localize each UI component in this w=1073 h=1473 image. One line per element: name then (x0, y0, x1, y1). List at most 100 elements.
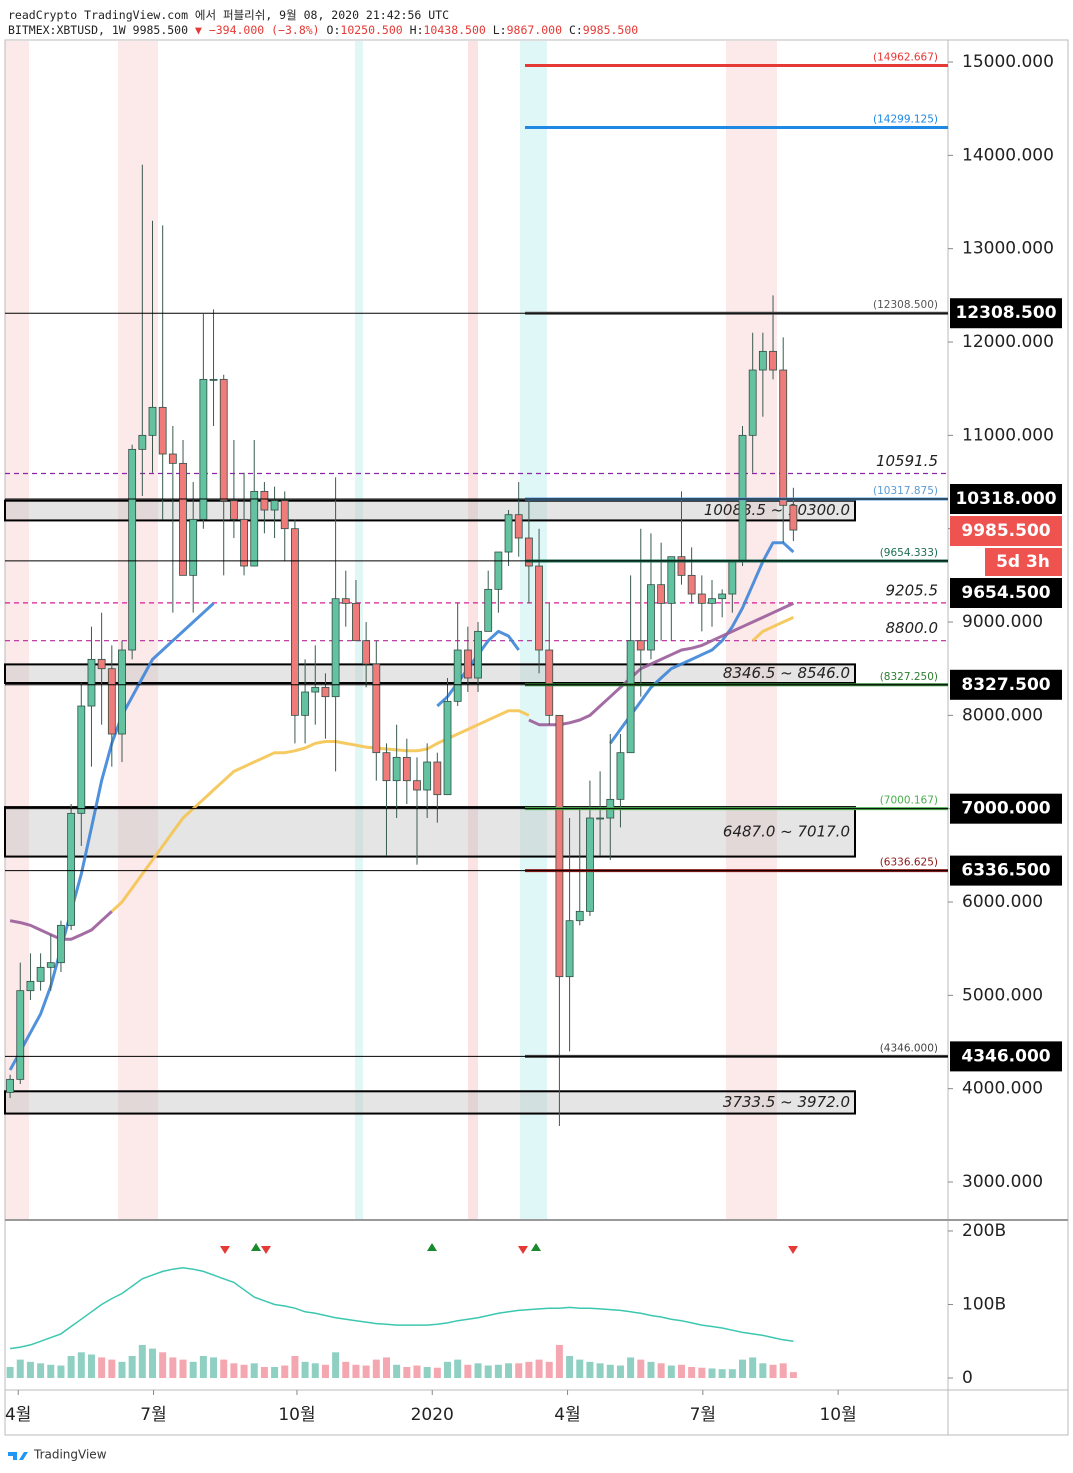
h-label: H: (409, 23, 424, 37)
volume-bar (342, 1361, 350, 1379)
zone-label: 10088.5 ~ 10300.0 (704, 501, 850, 519)
candle-body (514, 514, 523, 539)
price-badge (950, 484, 1062, 515)
sell-signal (261, 1246, 271, 1254)
candle-body (657, 584, 666, 604)
candle-body (535, 565, 543, 651)
price-badge-label: 9654.500 (961, 583, 1050, 603)
level-label: (6336.625) (880, 857, 938, 869)
volume-bar (708, 1368, 716, 1379)
moving-average (110, 616, 795, 913)
zone (4, 806, 856, 858)
volume-bar (433, 1367, 441, 1379)
dashed-label: 8800.0 (886, 619, 939, 637)
symbol: BITMEX:XBTUSD, 1W (8, 23, 126, 37)
volume-bar (596, 1363, 604, 1379)
volume-bar (535, 1359, 543, 1379)
volume-bar (759, 1363, 767, 1379)
volume-bar (311, 1363, 319, 1379)
x-tick-label: 2020 (411, 1405, 454, 1425)
price-badge-label: 12308.500 (955, 303, 1056, 323)
volume-bar (627, 1357, 635, 1379)
dashed-label: 9205.5 (886, 581, 939, 599)
candle-body (687, 574, 696, 595)
volume-bar (667, 1365, 675, 1379)
candle-body (280, 500, 289, 530)
level-label: (9654.333) (880, 547, 938, 559)
signal-column (118, 41, 158, 1220)
candle-body (372, 663, 381, 754)
volume-bar (77, 1352, 85, 1379)
candle-body (586, 817, 594, 912)
price-badge (950, 298, 1062, 329)
volume-bar (484, 1365, 492, 1379)
x-tick-label: 7월 (690, 1405, 716, 1425)
volume-bar (444, 1361, 452, 1379)
volume-bar (26, 1361, 34, 1379)
candle-body (443, 700, 452, 796)
volume-bar (464, 1364, 472, 1379)
volume-bar (87, 1354, 95, 1379)
level-label: (8327.250) (880, 671, 938, 683)
level-label: (14962.667) (873, 52, 938, 64)
dashed-label: 10591.5 (876, 452, 938, 470)
candle-body (718, 593, 727, 600)
volume-bar (281, 1365, 289, 1379)
candle-body (97, 658, 106, 670)
candle-body (57, 924, 65, 964)
zone-label: 8346.5 ~ 8546.0 (723, 664, 850, 682)
volume-bar (47, 1364, 55, 1379)
candle-body (250, 490, 259, 567)
volume-bar (352, 1364, 360, 1379)
c-value: 9985.500 (582, 23, 639, 37)
candle-body (321, 686, 330, 698)
l-label: L: (492, 23, 507, 37)
volume-bar (210, 1357, 218, 1379)
candle-body (270, 500, 279, 511)
candle-body (494, 551, 503, 590)
volume-bar (616, 1365, 624, 1379)
level-label: (7000.167) (880, 795, 938, 807)
candle-body (128, 448, 137, 651)
candle-body (179, 462, 187, 576)
y-tick-label: 11000.000 (962, 425, 1054, 445)
volume-bar (362, 1365, 370, 1379)
candle-body (779, 369, 788, 506)
zone-label: 3733.5 ~ 3972.0 (723, 1093, 850, 1111)
volume-bar (372, 1359, 380, 1379)
candle-body (565, 920, 574, 978)
volume-bar (321, 1364, 329, 1379)
candle-body (118, 649, 126, 735)
candle-body (697, 593, 706, 604)
candle-body (728, 560, 737, 595)
candle-body (524, 537, 533, 567)
candle-body (240, 518, 248, 567)
price-badge-label: 9985.500 (961, 521, 1050, 541)
last-price: 9985.500 (132, 23, 189, 37)
x-tick-label: 4월 (5, 1405, 31, 1425)
volume-bar (718, 1369, 726, 1379)
y-tick-label: 0 (962, 1368, 973, 1388)
volume-bar (576, 1359, 584, 1379)
candle-body (67, 812, 76, 926)
candle-body (138, 434, 147, 450)
oscillator-line (9, 1266, 794, 1350)
candle-body (474, 630, 482, 679)
candle-body (46, 962, 55, 968)
volume-bar (179, 1359, 187, 1379)
volume-bar (688, 1366, 696, 1379)
volume-bar (647, 1361, 655, 1379)
logo-mark (8, 1452, 28, 1460)
volume-bar (118, 1361, 126, 1379)
candle-body (26, 980, 35, 992)
volume-bar (57, 1365, 65, 1379)
candle-body (413, 780, 421, 791)
candle-body (229, 500, 238, 520)
buy-signal (531, 1243, 541, 1251)
header-line: readCrypto TradingView.com 에서 퍼블리쉬, 9월 0… (8, 8, 450, 22)
volume-bar (515, 1363, 523, 1379)
y-tick-label: 9000.000 (962, 612, 1043, 632)
